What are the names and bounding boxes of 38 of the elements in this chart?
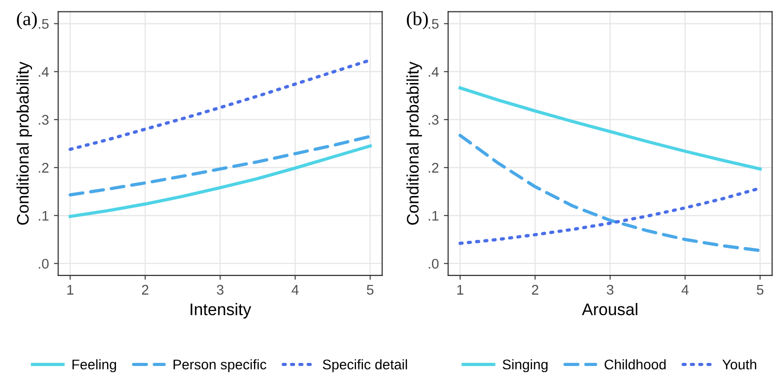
y-tick-label: .1 xyxy=(38,210,48,221)
legend-label: Person specific xyxy=(174,359,266,372)
legend-label: Youth xyxy=(722,359,756,370)
line-series xyxy=(458,134,762,252)
y-tick-label: .3 xyxy=(428,114,439,125)
y-axis-title: Conditional probability xyxy=(406,62,422,225)
x-tick-label: 5 xyxy=(756,285,764,295)
y-tick-label: .2 xyxy=(428,162,438,173)
legend-label: Feeling xyxy=(72,359,116,372)
y-tick-label: .4 xyxy=(38,67,49,77)
x-tick-label: 5 xyxy=(366,285,374,295)
y-tick-label: .3 xyxy=(38,114,49,125)
y-tick-label: .5 xyxy=(428,19,439,29)
x-tick-label: 3 xyxy=(606,284,614,295)
x-tick-label: 1 xyxy=(67,285,74,295)
line-series xyxy=(458,86,762,171)
y-tick-label: .1 xyxy=(428,210,438,221)
chart-title: (a) xyxy=(16,12,37,30)
y-tick-label: .0 xyxy=(428,258,439,269)
line-series xyxy=(68,134,372,196)
y-axis-title: Conditional probability xyxy=(16,62,32,225)
legend-label: Specific detail xyxy=(322,359,407,372)
y-tick-label: .2 xyxy=(38,162,48,173)
x-tick-label: 4 xyxy=(682,285,689,295)
y-tick-label: .4 xyxy=(428,67,439,77)
line-series xyxy=(68,144,372,218)
x-tick-label: 4 xyxy=(292,285,299,295)
legend-label: Childhood xyxy=(604,359,666,370)
chart-title: (b) xyxy=(406,12,428,30)
legend-label: Singing xyxy=(502,359,548,372)
x-tick-label: 1 xyxy=(457,285,464,295)
x-tick-label: 2 xyxy=(532,284,538,295)
x-axis-title: Arousal xyxy=(582,303,638,316)
x-tick-label: 2 xyxy=(142,284,148,295)
x-axis-title: Intensity xyxy=(190,303,252,319)
y-tick-label: .0 xyxy=(38,258,49,269)
y-tick-label: .5 xyxy=(38,19,49,29)
x-tick-label: 3 xyxy=(216,284,224,295)
